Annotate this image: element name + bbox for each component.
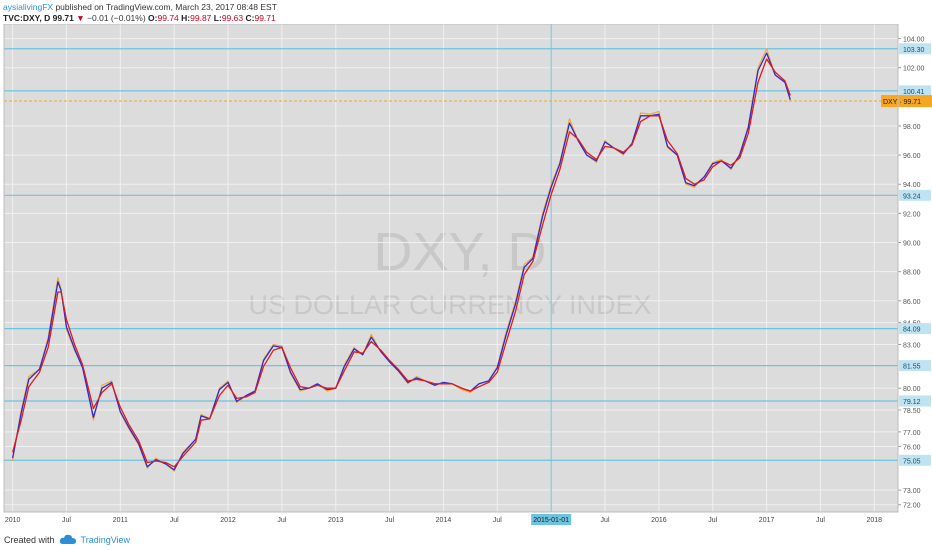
- close-value: 99.71: [254, 13, 276, 23]
- level-label-box: [899, 85, 931, 97]
- high-value: 99.87: [190, 13, 212, 23]
- y-tick-label: 73.00: [903, 488, 921, 495]
- x-tick-label: 2015-01-01: [533, 517, 569, 524]
- x-tick-label: 2018: [867, 517, 883, 524]
- price-chart[interactable]: DXY, D US DOLLAR CURRENCY INDEX 104.00 102.…: [0, 24, 932, 530]
- y-tick-label: 83.00: [903, 342, 921, 349]
- y-tick-label: 80.00: [903, 386, 921, 393]
- x-tick-label: Jul: [601, 517, 610, 524]
- level-label-box: [899, 395, 931, 407]
- last-price: 99.71: [52, 13, 74, 23]
- level-label-box: [899, 454, 931, 466]
- level-label-box: [899, 43, 931, 55]
- y-tick-label: 76.00: [903, 444, 921, 451]
- level-label: 93.24: [903, 193, 921, 200]
- footer: Created with TradingView: [4, 534, 130, 545]
- series-ma-slow-line[interactable]: [11, 58, 791, 468]
- y-tick-label: 92.00: [903, 211, 921, 218]
- x-tick-label: Jul: [170, 517, 179, 524]
- low-label: L:: [213, 13, 222, 23]
- close-label: C:: [245, 13, 255, 23]
- level-label-box: [899, 323, 931, 335]
- watermark-name: US DOLLAR CURRENCY INDEX: [248, 290, 651, 320]
- watermark-symbol: DXY, D: [373, 222, 546, 282]
- y-tick-label: 94.00: [903, 182, 921, 189]
- open-label: O:: [148, 13, 158, 23]
- low-value: 99.63: [221, 13, 244, 23]
- time-axis[interactable]: [0, 512, 898, 530]
- y-tick-label: 104.00: [903, 37, 925, 44]
- y-tick-label: 102.00: [903, 66, 925, 73]
- open-value: 99.74: [157, 13, 179, 23]
- tradingview-cloud-icon: [59, 534, 76, 544]
- level-label: 75.05: [903, 458, 921, 465]
- y-tick-label: 77.00: [903, 430, 921, 437]
- level-label: 81.55: [903, 364, 921, 371]
- level-label: 84.09: [903, 327, 921, 334]
- plot-border: [3, 24, 899, 513]
- created-with-label: Created with: [4, 534, 55, 545]
- ohlc-line: TVC:DXY, D 99.71 ▼ −0.01 (−0.01%) O:99.7…: [3, 13, 277, 24]
- x-tick-label: 2012: [220, 517, 236, 524]
- down-arrow-icon: ▼: [76, 13, 85, 23]
- x-tick-label: 2017: [759, 517, 775, 524]
- y-tick-label: 72.00: [903, 503, 921, 510]
- level-label-box: [899, 189, 931, 201]
- y-tick-label: 88.00: [903, 270, 921, 277]
- x-tick-label: 2013: [328, 517, 344, 524]
- tradingview-link[interactable]: TradingView: [80, 534, 131, 545]
- x-tick-label: Jul: [385, 517, 394, 524]
- change-value: −0.01 (−0.01%): [87, 13, 146, 23]
- x-highlight-box: [531, 514, 572, 525]
- x-tick-label: 2014: [436, 517, 452, 524]
- plot-area[interactable]: [4, 24, 898, 512]
- level-label: 79.12: [903, 399, 921, 406]
- price-axis[interactable]: [898, 24, 932, 530]
- chart-header: aysialivingFX published on TradingView.c…: [3, 2, 277, 24]
- x-tick-label: 2011: [113, 517, 128, 524]
- x-tick-label: 2010: [5, 517, 21, 524]
- level-label: 103.30: [903, 47, 925, 54]
- symbol-label[interactable]: TVC:DXY, D: [3, 13, 51, 23]
- y-tick-label: 86.00: [903, 299, 921, 306]
- level-label-box: [899, 360, 931, 372]
- x-tick-label: Jul: [277, 517, 286, 524]
- y-tick-label: 78.50: [903, 408, 921, 415]
- x-tick-label: Jul: [816, 517, 825, 524]
- publish-line: aysialivingFX published on TradingView.c…: [3, 2, 277, 13]
- high-label: H:: [181, 13, 191, 23]
- y-tick-label: 96.00: [903, 153, 921, 160]
- current-price-label: DXY · 99.71: [883, 99, 921, 106]
- x-tick-label: Jul: [708, 517, 717, 524]
- x-tick-label: 2016: [651, 517, 667, 524]
- x-tick-label: Jul: [62, 517, 71, 524]
- current-price-box: [881, 95, 932, 108]
- x-tick-label: Jul: [493, 517, 502, 524]
- publish-info: published on TradingView.com, March 23, …: [53, 2, 277, 12]
- author-link[interactable]: aysialivingFX: [3, 2, 54, 12]
- level-label: 100.41: [903, 89, 925, 96]
- y-tick-label: 90.00: [903, 241, 921, 248]
- y-tick-label: 98.00: [903, 124, 921, 131]
